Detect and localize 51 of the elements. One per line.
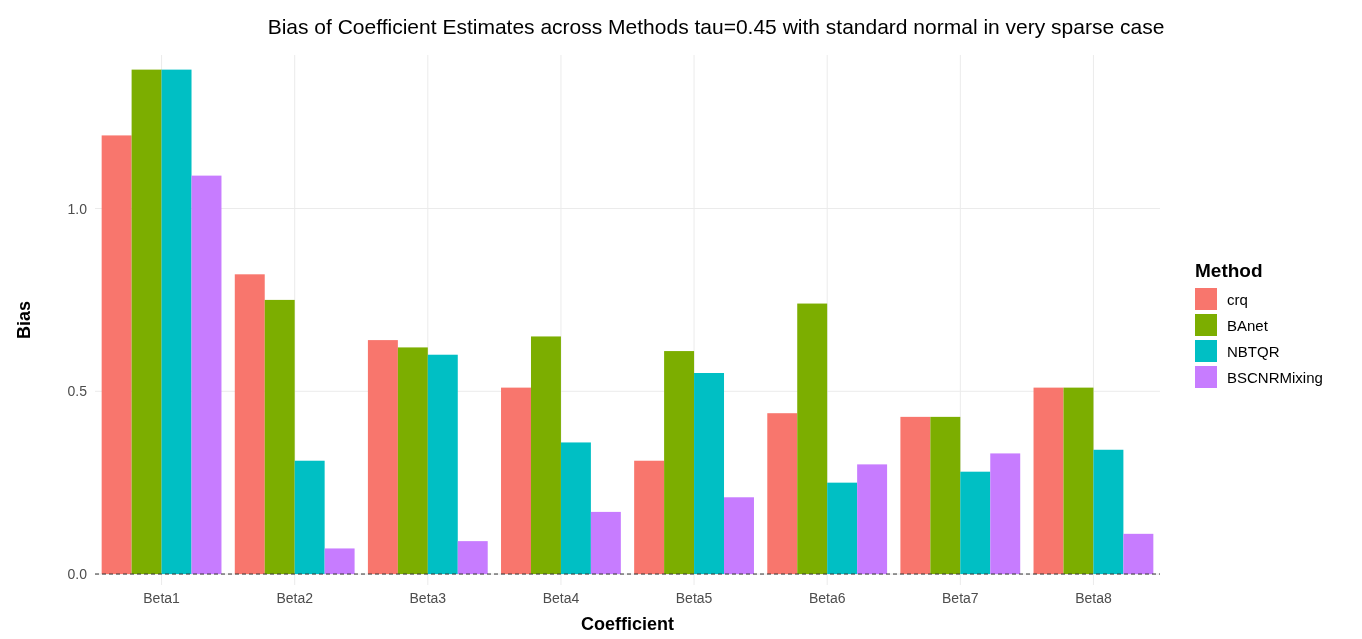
bar [324,548,355,575]
bar [161,69,192,575]
bar [724,497,754,575]
bar [930,416,961,575]
bar [530,336,561,575]
bar [857,464,888,575]
x-tick-label: Beta6 [808,589,846,606]
y-tick-label: 0.5 [67,383,88,400]
bar [900,416,931,575]
bar [234,274,265,575]
x-tick-label: Beta8 [1075,589,1112,606]
bar [1123,533,1154,575]
bar [797,303,828,575]
x-tick-label: Beta4 [542,589,580,606]
legend-title: Method [1195,260,1263,281]
x-tick-label: Beta1 [143,589,181,606]
y-tick-label: 1.0 [67,200,88,217]
x-tick-label: Beta7 [942,589,979,606]
bar [1093,449,1124,575]
bar [457,541,488,575]
bar [101,135,132,575]
x-tick-label: Beta3 [409,589,447,606]
chart-title: Bias of Coefficient Estimates across Methods tau=0.45 with standard normal in very sparse case [267,15,1165,38]
legend-label: crq [1227,291,1248,308]
legend-label: BSCNRMixing [1227,369,1323,386]
bar [664,351,695,575]
bar [767,413,798,575]
bar [1063,387,1094,575]
bar [560,442,591,575]
bar [590,511,621,575]
bar [501,387,531,575]
legend-label: BAnet [1227,317,1269,334]
bar [131,69,162,575]
bar [1033,387,1064,575]
bar [427,354,458,575]
legend-label: NBTQR [1227,343,1280,360]
x-tick-label: Beta5 [675,589,713,606]
bar [367,340,398,575]
bar [827,482,858,575]
y-tick-label: 0.0 [67,566,88,583]
bar [990,453,1021,575]
x-tick-label: Beta2 [276,589,314,606]
bar [694,373,725,575]
bar [294,460,325,575]
bar [960,471,991,575]
x-axis-title: Coefficient [580,614,675,634]
bar [634,460,665,575]
y-axis-title: Bias [14,300,34,340]
bar [397,347,428,575]
bar [264,299,295,575]
bar [191,175,222,575]
